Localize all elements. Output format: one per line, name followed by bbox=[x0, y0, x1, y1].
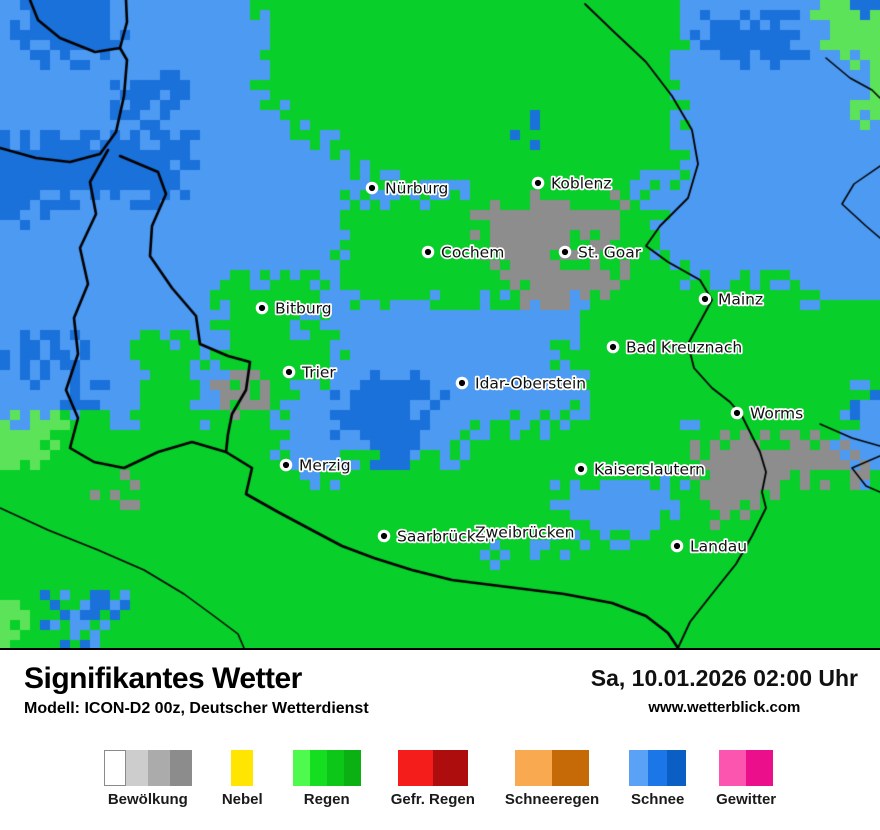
city-dot bbox=[577, 465, 585, 473]
legend-color-band bbox=[292, 750, 310, 786]
legend-label-regen: Regen bbox=[303, 791, 350, 808]
city-marker-idaroberstein: Idar-Oberstein bbox=[455, 373, 588, 394]
city-marker-cochem: Cochem bbox=[421, 242, 506, 263]
legend-swatches-schnee bbox=[629, 750, 687, 786]
legend-color-band bbox=[667, 750, 687, 786]
legend-color-band bbox=[326, 750, 344, 786]
city-marker-stgoar: St. Goar bbox=[558, 242, 643, 263]
city-dot bbox=[458, 379, 466, 387]
precipitation-grid-canvas bbox=[0, 0, 880, 648]
legend-item-gefrregen: Gefr. Regen bbox=[391, 750, 475, 808]
legend-label-gewitter: Gewitter bbox=[716, 791, 777, 808]
city-marker-trier: Trier bbox=[282, 362, 338, 383]
legend-color-band bbox=[719, 750, 747, 786]
city-dot bbox=[733, 409, 741, 417]
footer: Signifikantes Wetter Modell: ICON-D2 00z… bbox=[0, 650, 880, 830]
city-dot bbox=[424, 248, 432, 256]
legend-color-band bbox=[397, 750, 433, 786]
legend-item-schneeregen: Schneeregen bbox=[505, 750, 599, 808]
city-label: Nürburg bbox=[385, 180, 448, 198]
legend-color-band bbox=[648, 750, 668, 786]
city-label: Cochem bbox=[441, 244, 504, 262]
legend-item-nebel: Nebel bbox=[222, 750, 263, 808]
legend-label-gefrregen: Gefr. Regen bbox=[390, 791, 475, 808]
legend-swatches-gewitter bbox=[719, 750, 774, 786]
city-label: Zweibrücken bbox=[475, 524, 574, 542]
legend-item-gewitter: Gewitter bbox=[716, 750, 776, 808]
city-dot bbox=[561, 248, 569, 256]
footer-header: Signifikantes Wetter Modell: ICON-D2 00z… bbox=[24, 662, 858, 718]
legend-swatches-regen bbox=[292, 750, 361, 786]
city-label: Bad Kreuznach bbox=[626, 339, 742, 357]
legend-swatches-schneeregen bbox=[515, 750, 590, 786]
city-marker-saarbrucken: Saarbrücken bbox=[377, 526, 496, 547]
city-dot bbox=[609, 343, 617, 351]
city-marker-landau: Landau bbox=[670, 536, 749, 557]
legend-color-band bbox=[746, 750, 774, 786]
legend-label-schneeregen: Schneeregen bbox=[504, 791, 600, 808]
city-marker-kaiserslautern: Kaiserslautern bbox=[574, 459, 707, 480]
legend-item-bewolkung: Bewölkung bbox=[103, 750, 192, 808]
legend-label-bewolkung: Bewölkung bbox=[107, 791, 188, 808]
city-marker-badkreuznach: Bad Kreuznach bbox=[606, 337, 744, 358]
legend-item-schnee: Schnee bbox=[629, 750, 687, 808]
city-dot bbox=[380, 532, 388, 540]
legend-color-band bbox=[125, 750, 148, 786]
city-label: Kaiserslautern bbox=[594, 461, 705, 479]
city-label: Bitburg bbox=[275, 300, 332, 318]
legend-swatches-bewolkung bbox=[103, 750, 192, 786]
legend-color-band bbox=[629, 750, 649, 786]
legend-color-band bbox=[147, 750, 170, 786]
city-marker-koblenz: Koblenz bbox=[531, 173, 613, 194]
city-label: Idar-Oberstein bbox=[475, 375, 586, 393]
city-label: Worms bbox=[750, 405, 803, 423]
city-dot bbox=[701, 295, 709, 303]
legend-swatches-nebel bbox=[231, 750, 254, 786]
city-dot bbox=[368, 184, 376, 192]
website-label: www.wetterblick.com bbox=[648, 698, 801, 716]
legend-color-band bbox=[343, 750, 361, 786]
city-dot bbox=[282, 461, 290, 469]
city-label: Trier bbox=[301, 364, 336, 382]
city-marker-worms: Worms bbox=[730, 403, 805, 424]
footer-left: Signifikantes Wetter Modell: ICON-D2 00z… bbox=[24, 662, 369, 718]
city-label: St. Goar bbox=[578, 244, 642, 262]
city-label: Mainz bbox=[718, 291, 763, 309]
city-marker-nurburg: Nürburg bbox=[365, 178, 450, 199]
model-label: Modell: ICON-D2 00z, Deutscher Wetterdie… bbox=[24, 700, 369, 717]
city-dot bbox=[534, 179, 542, 187]
legend-color-band bbox=[552, 750, 590, 786]
legend: Bewölkung Nebel Regen Gefr. Regen Schneerege… bbox=[0, 750, 880, 808]
city-label-overlay: Nürburg Koblenz Cochem St. Goar Bitburg Mainz… bbox=[255, 173, 805, 557]
city-marker-merzig: Merzig bbox=[279, 455, 352, 476]
city-marker-bitburg: Bitburg bbox=[255, 298, 333, 319]
city-label: Koblenz bbox=[551, 175, 612, 193]
legend-color-band bbox=[515, 750, 553, 786]
city-dot bbox=[285, 368, 293, 376]
datetime-label: Sa, 10.01.2026 02:00 Uhr bbox=[590, 665, 858, 691]
city-marker-mainz: Mainz bbox=[698, 289, 765, 310]
legend-color-band bbox=[309, 750, 327, 786]
legend-color-band bbox=[169, 750, 192, 786]
legend-color-band bbox=[231, 750, 254, 786]
page-title: Signifikantes Wetter bbox=[24, 662, 302, 695]
legend-color-band bbox=[432, 750, 468, 786]
legend-swatches-gefrregen bbox=[397, 750, 468, 786]
legend-label-schnee: Schnee bbox=[630, 791, 685, 808]
city-label: Merzig bbox=[299, 457, 351, 475]
city-dot bbox=[673, 542, 681, 550]
legend-label-nebel: Nebel bbox=[221, 791, 263, 808]
legend-item-regen: Regen bbox=[292, 750, 361, 808]
weather-map: Nürburg Koblenz Cochem St. Goar Bitburg Mainz… bbox=[0, 0, 880, 650]
city-marker-zweibrucken: Zweibrücken bbox=[473, 522, 576, 543]
legend-color-band bbox=[103, 750, 126, 786]
footer-right: Sa, 10.01.2026 02:00 Uhr www.wetterblick… bbox=[591, 662, 858, 716]
city-dot bbox=[258, 304, 266, 312]
city-label: Landau bbox=[690, 538, 747, 556]
city-label: Saarbrücken bbox=[397, 528, 495, 546]
